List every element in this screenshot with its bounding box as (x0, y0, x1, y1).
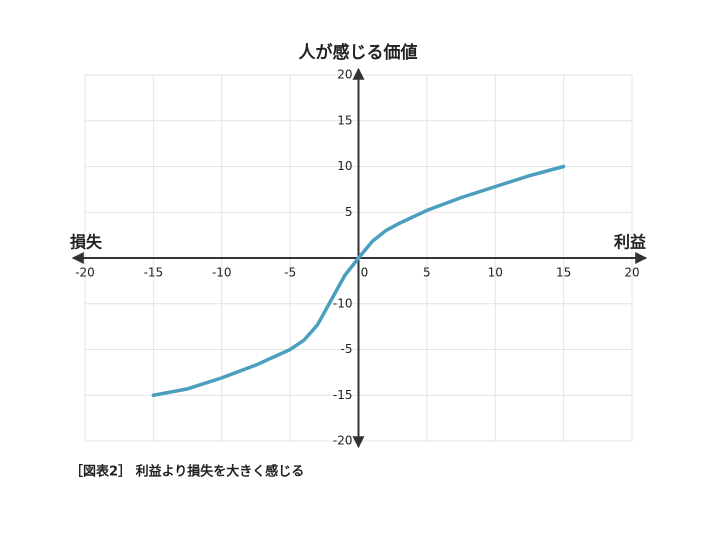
x-tick-label: -20 (75, 266, 95, 280)
x-tick-label: 15 (556, 266, 571, 280)
chart-title: 人が感じる価値 (299, 42, 418, 63)
caption: ［図表2］ 利益より損失を大きく感じる (70, 464, 304, 480)
y-tick-label: -20 (333, 434, 353, 448)
y-tick-label: 5 (345, 205, 353, 219)
y-tick-label: 20 (337, 68, 352, 82)
x-tick-label: 5 (423, 266, 431, 280)
x-tick-label: 0 (361, 266, 369, 280)
x-axis-negative-label: 損失 (70, 233, 103, 252)
x-tick-label: 20 (624, 266, 639, 280)
y-tick-label: 15 (337, 113, 352, 127)
x-tick-label: -10 (212, 266, 232, 280)
x-tick-label: 10 (488, 266, 503, 280)
x-tick-label: -15 (144, 266, 164, 280)
y-tick-label: 10 (337, 159, 352, 173)
y-tick-label: -5 (341, 342, 353, 356)
value-curve (151, 164, 566, 397)
x-axis-label: 利益 (614, 233, 646, 252)
y-tick-label: -10 (333, 296, 353, 310)
y-tick-label: -15 (333, 388, 353, 402)
x-tick-label: -5 (284, 266, 296, 280)
